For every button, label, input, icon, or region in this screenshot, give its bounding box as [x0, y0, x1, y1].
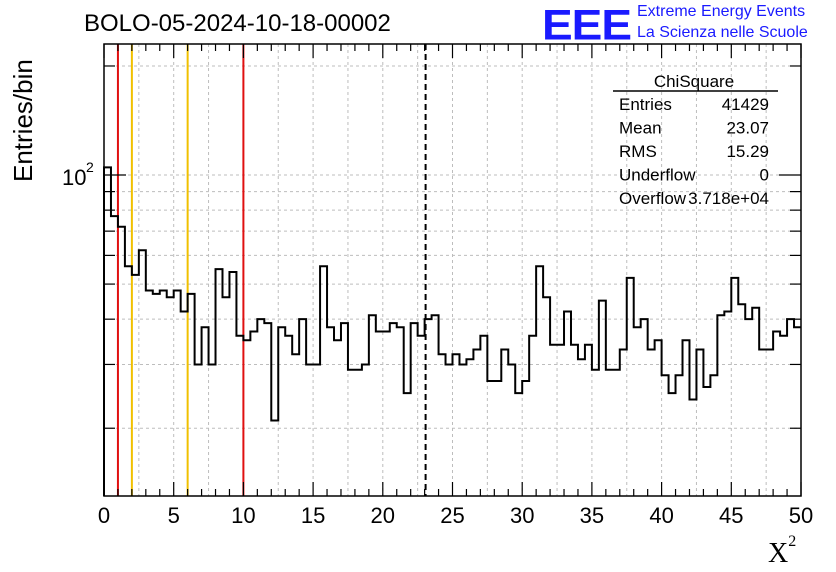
- x-axis-label-text: X: [768, 538, 789, 569]
- x-tick-label: 30: [510, 503, 534, 528]
- stats-row-label: Overflow: [619, 189, 687, 208]
- x-tick-label: 15: [301, 503, 325, 528]
- x-tick-label: 35: [580, 503, 604, 528]
- marker-lines: [116, 44, 427, 496]
- y-axis-label: Entries/bin: [8, 59, 38, 182]
- stats-row-value: 0: [760, 166, 769, 185]
- stats-box-name: ChiSquare: [654, 72, 734, 91]
- logo-line-1: Extreme Energy Events: [637, 3, 806, 20]
- x-axis-label-sup: 2: [788, 532, 797, 550]
- stats-row-value: 3.718e+04: [688, 189, 769, 208]
- x-tick-label: 40: [649, 503, 673, 528]
- stats-row-value: 41429: [722, 95, 769, 114]
- stats-row-label: Mean: [619, 119, 662, 138]
- y-tick-label: 10: [62, 165, 86, 190]
- x-axis-label: X2: [768, 533, 796, 570]
- x-tick-label: 45: [719, 503, 743, 528]
- eee-logo: EEE: [542, 0, 632, 49]
- y-tick-label-exponent: 2: [86, 159, 94, 175]
- chart-title: BOLO-05-2024-10-18-00002: [84, 10, 391, 37]
- stats-row-value: 23.07: [726, 119, 769, 138]
- x-axis-ticks: 0 5 10 15 20 25 30 35 40 45 50: [98, 44, 813, 528]
- grid-lines: [104, 44, 801, 496]
- x-tick-label: 0: [98, 503, 110, 528]
- stats-row-value: 15.29: [726, 142, 769, 161]
- x-tick-label: 10: [231, 503, 255, 528]
- stats-box: ChiSquare Entries 41429 Mean 23.07 RMS 15.29 U…: [613, 72, 778, 208]
- x-tick-label: 20: [371, 503, 395, 528]
- x-tick-label: 50: [789, 503, 813, 528]
- histogram-line: [103, 166, 801, 496]
- stats-row-label: Underflow: [619, 166, 696, 185]
- x-tick-label: 25: [440, 503, 464, 528]
- logo-line-2: La Scienza nelle Scuole: [637, 24, 808, 41]
- stats-row-label: RMS: [619, 142, 657, 161]
- x-tick-label: 5: [168, 503, 180, 528]
- y-axis-ticks: 10 2: [62, 65, 801, 429]
- stats-row-label: Entries: [619, 95, 672, 114]
